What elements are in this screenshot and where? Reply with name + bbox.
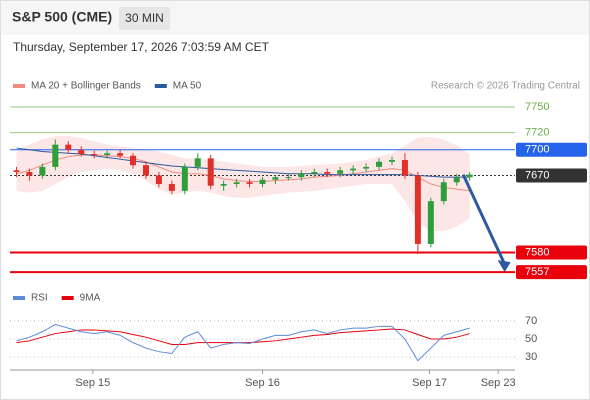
level-label: 7557 [525,266,549,278]
candle-body [298,173,305,178]
level-box [516,168,587,183]
interval[interactable]: 30 MIN [125,11,164,25]
candle-body [324,172,331,174]
candle-body [401,160,408,176]
candle-body [26,172,33,176]
candle-body [207,158,214,186]
bollinger-band [16,136,470,232]
target-arrow [461,173,507,265]
candle-body [13,170,20,173]
candle-body [142,165,149,176]
level-box [516,265,587,280]
target-arrowhead [497,260,511,273]
candle-body [155,175,162,185]
x-tick-label: Sep 23 [481,377,516,389]
candle-body [194,158,201,167]
rsi-legend-label: 9MA [80,293,101,304]
candle-body [117,153,124,156]
rsi-legend-label: RSI [31,293,48,304]
candle-body [233,182,240,185]
level-label: 7750 [525,101,549,113]
x-tick-label: Sep 17 [412,377,447,389]
level-box [516,245,587,260]
candle-body [65,144,72,150]
datetime: Thursday, September 17, 2026 7:03:59 AM … [13,40,270,54]
candle-body [427,201,434,244]
candle-body [168,184,175,191]
level-box [516,142,587,157]
credit: Research © 2026 Trading Central [431,81,580,92]
candle-body [363,166,370,169]
rsi-tick-label: 50 [525,333,537,345]
rsi-legend-swatch [61,296,74,300]
candle-body [311,172,318,174]
legend-swatch [13,84,25,88]
candle-body [388,160,395,162]
candle-body [181,166,188,191]
ma50-line [16,147,470,178]
rsi-line [16,323,470,362]
header-bar [1,1,589,35]
candle-body [376,161,383,167]
candle-body [130,155,137,166]
candle-body [259,179,266,185]
rsi-tick-label: 30 [525,351,537,363]
interval-button[interactable] [119,7,170,30]
candle-body [337,170,344,174]
legend-label: MA 50 [173,81,202,92]
title: S&P 500 (CME) [12,9,112,25]
x-tick-label: Sep 15 [75,377,110,389]
candle-body [52,144,59,167]
x-tick-label: Sep 16 [245,377,280,389]
candle-body [272,177,279,180]
level-label: 7700 [525,144,549,156]
rsi-legend-swatch [13,296,25,300]
candle-body [440,182,447,202]
candle-body [466,174,473,178]
level-label: 7670 [525,169,549,181]
candle-body [414,175,421,244]
candle-body [285,177,292,179]
level-label: 7580 [525,246,549,258]
legend-label: MA 20 + Bollinger Bands [31,81,141,92]
candle-body [246,182,253,185]
candle-body [220,184,227,186]
candle-body [104,153,111,155]
legend-swatch [154,84,167,88]
candle-body [39,166,46,176]
rsi-tick-label: 70 [525,315,537,327]
candle-body [350,168,357,171]
candle-body [91,154,98,156]
candle-body [453,177,460,183]
candle-body [78,149,85,155]
level-label: 7720 [525,127,549,139]
